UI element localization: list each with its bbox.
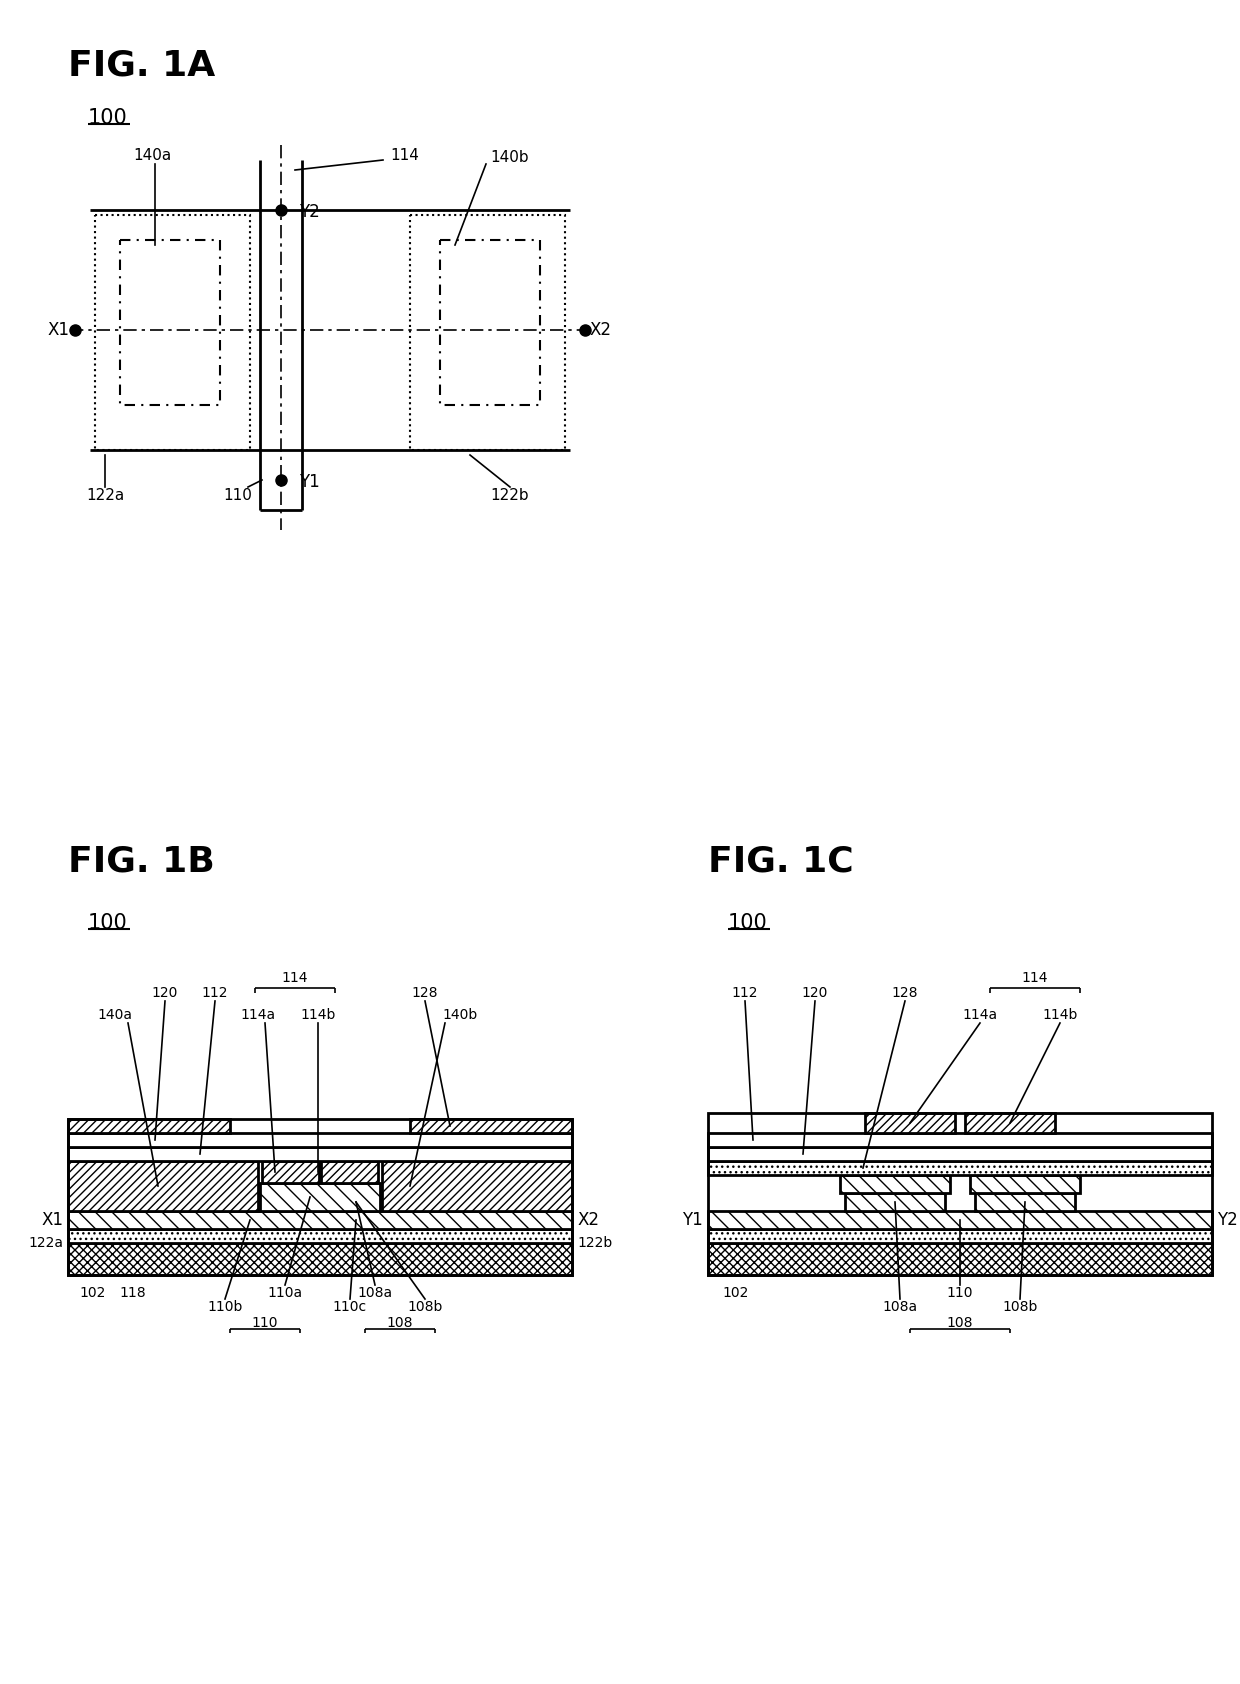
Bar (708, 1113, 1211, 1275)
Bar (440, 241, 539, 404)
Text: 114: 114 (1022, 972, 1048, 985)
Text: 122b: 122b (491, 487, 529, 502)
Text: 140b: 140b (490, 150, 528, 165)
Bar (68, 1211, 572, 1229)
Bar (382, 1160, 572, 1211)
Bar (68, 1133, 572, 1147)
Text: Y2: Y2 (299, 204, 320, 221)
Text: 120: 120 (151, 987, 179, 1000)
Bar (262, 1160, 319, 1182)
Bar (242, 1192, 278, 1211)
Text: Y1: Y1 (682, 1211, 703, 1229)
Text: 102: 102 (723, 1287, 749, 1300)
Bar (321, 1160, 378, 1182)
Bar (866, 1113, 955, 1133)
Text: 110: 110 (223, 487, 253, 502)
Bar (68, 1147, 572, 1160)
Bar (339, 1192, 374, 1211)
Bar (68, 1229, 572, 1243)
Text: 110: 110 (252, 1315, 278, 1330)
Text: 122a: 122a (29, 1236, 63, 1250)
Text: 114b: 114b (300, 1009, 336, 1022)
Bar (975, 1192, 1075, 1211)
Bar (708, 1243, 1211, 1275)
Text: X1: X1 (48, 322, 69, 338)
Text: X2: X2 (577, 1211, 599, 1229)
Text: 108a: 108a (883, 1300, 918, 1314)
Text: 140a: 140a (98, 1009, 133, 1022)
Bar (708, 1160, 1211, 1175)
Text: 122a: 122a (86, 487, 124, 502)
Bar (965, 1113, 1055, 1133)
Bar (68, 1243, 572, 1275)
Bar (68, 1118, 572, 1275)
Text: 108b: 108b (407, 1300, 443, 1314)
Text: 100: 100 (88, 913, 128, 933)
Bar (708, 1211, 1211, 1229)
Bar (708, 1147, 1211, 1160)
Bar (410, 1118, 572, 1133)
Text: 108: 108 (947, 1315, 973, 1330)
Bar (68, 1160, 258, 1211)
Bar (68, 1118, 229, 1133)
Text: Y1: Y1 (299, 473, 320, 492)
Text: 108b: 108b (1002, 1300, 1038, 1314)
Text: 110c: 110c (332, 1300, 367, 1314)
Text: 110b: 110b (207, 1300, 243, 1314)
Text: 122b: 122b (577, 1236, 613, 1250)
Text: 114: 114 (391, 148, 419, 162)
Text: FIG. 1A: FIG. 1A (68, 49, 216, 83)
Text: FIG. 1C: FIG. 1C (708, 845, 853, 879)
Text: X1: X1 (41, 1211, 63, 1229)
Text: 140b: 140b (443, 1009, 477, 1022)
Text: 114: 114 (281, 972, 309, 985)
Bar (844, 1192, 945, 1211)
Text: 110a: 110a (268, 1287, 303, 1300)
Text: Y2: Y2 (1216, 1211, 1238, 1229)
Text: 114a: 114a (962, 1009, 997, 1022)
Text: 140a: 140a (133, 148, 171, 162)
Text: 120: 120 (802, 987, 828, 1000)
Text: 114b: 114b (1043, 1009, 1078, 1022)
Text: 112: 112 (202, 987, 228, 1000)
Text: FIG. 1B: FIG. 1B (68, 845, 215, 879)
Bar (120, 241, 219, 404)
Bar (260, 1182, 379, 1211)
Bar (410, 216, 565, 450)
Text: 100: 100 (728, 913, 768, 933)
Bar (708, 1229, 1211, 1243)
Text: 114a: 114a (241, 1009, 275, 1022)
Text: 112: 112 (732, 987, 758, 1000)
Bar (839, 1175, 950, 1192)
Text: 108a: 108a (357, 1287, 393, 1300)
Text: X2: X2 (590, 322, 613, 338)
Bar (970, 1175, 1080, 1192)
Text: 128: 128 (892, 987, 919, 1000)
Bar (95, 216, 250, 450)
Text: 110: 110 (947, 1287, 973, 1300)
Text: 102: 102 (79, 1287, 107, 1300)
Bar (708, 1133, 1211, 1147)
Text: 108: 108 (387, 1315, 413, 1330)
Text: 100: 100 (88, 108, 128, 128)
Text: 128: 128 (412, 987, 438, 1000)
Text: 118: 118 (120, 1287, 146, 1300)
